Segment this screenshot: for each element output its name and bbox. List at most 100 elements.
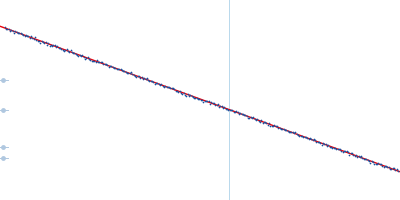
Point [169, 87, 175, 90]
Point [62, 48, 68, 51]
Point [100, 62, 107, 66]
Point [375, 162, 382, 165]
Point [246, 116, 252, 120]
Point [324, 145, 330, 148]
Point [386, 165, 392, 168]
Point [48, 44, 54, 47]
Point [367, 161, 374, 164]
Point [392, 168, 398, 172]
Point [65, 49, 71, 52]
Point [198, 99, 204, 102]
Point [25, 35, 32, 38]
Point [357, 156, 363, 159]
Point [334, 147, 341, 150]
Point [171, 88, 178, 91]
Point [45, 42, 51, 45]
Point [383, 165, 389, 168]
Point [345, 151, 351, 154]
Point [115, 68, 121, 71]
Point [82, 57, 88, 60]
Point [142, 77, 149, 81]
Point [76, 53, 83, 56]
Point [28, 35, 34, 38]
Point [156, 83, 162, 86]
Point [376, 163, 383, 166]
Point [53, 45, 59, 49]
Point [74, 53, 80, 56]
Point [288, 131, 295, 134]
Point [23, 34, 29, 37]
Point [112, 67, 118, 70]
Point [325, 143, 332, 146]
Point [313, 140, 320, 143]
Point [248, 115, 254, 118]
Point [46, 44, 53, 48]
Point [70, 51, 76, 54]
Point [111, 67, 117, 70]
Point [83, 56, 90, 59]
Point [388, 167, 395, 171]
Point [17, 32, 24, 35]
Point [108, 64, 114, 68]
Point [329, 147, 336, 150]
Point [384, 166, 391, 169]
Point [394, 168, 400, 171]
Point [196, 97, 203, 101]
Point [230, 110, 237, 114]
Point [358, 155, 364, 158]
Point [204, 99, 210, 102]
Point [90, 59, 96, 62]
Point [30, 37, 37, 40]
Point [380, 165, 387, 168]
Point [291, 131, 297, 135]
Point [94, 59, 100, 62]
Point [267, 124, 274, 127]
Point [344, 150, 350, 153]
Point [133, 75, 140, 78]
Point [60, 49, 66, 52]
Point [395, 170, 400, 173]
Point [113, 68, 120, 71]
Point [317, 141, 324, 144]
Point [179, 92, 186, 96]
Point [122, 70, 129, 74]
Point [332, 147, 338, 150]
Point [11, 31, 17, 34]
Point [330, 146, 337, 149]
Point [218, 104, 225, 108]
Point [187, 93, 194, 97]
Point [107, 64, 113, 67]
Point [37, 41, 44, 44]
Point [165, 86, 171, 89]
Point [71, 52, 78, 55]
Point [286, 130, 292, 133]
Point [295, 133, 301, 136]
Point [56, 46, 62, 49]
Point [374, 162, 380, 165]
Point [318, 143, 325, 146]
Point [387, 167, 393, 170]
Point [352, 154, 358, 157]
Point [275, 126, 282, 129]
Point [84, 55, 91, 58]
Point [346, 153, 352, 156]
Point [213, 103, 220, 106]
Point [249, 117, 255, 120]
Point [12, 29, 18, 33]
Point [350, 153, 356, 156]
Point [170, 87, 176, 90]
Point [150, 80, 157, 83]
Point [233, 110, 240, 113]
Point [341, 150, 347, 153]
Point [144, 77, 150, 80]
Point [224, 108, 230, 111]
Point [92, 60, 99, 64]
Point [366, 159, 372, 162]
Point [333, 147, 339, 150]
Point [370, 161, 376, 164]
Point [36, 39, 42, 42]
Point [279, 128, 286, 131]
Point [163, 85, 170, 88]
Point [188, 95, 195, 98]
Point [190, 96, 196, 99]
